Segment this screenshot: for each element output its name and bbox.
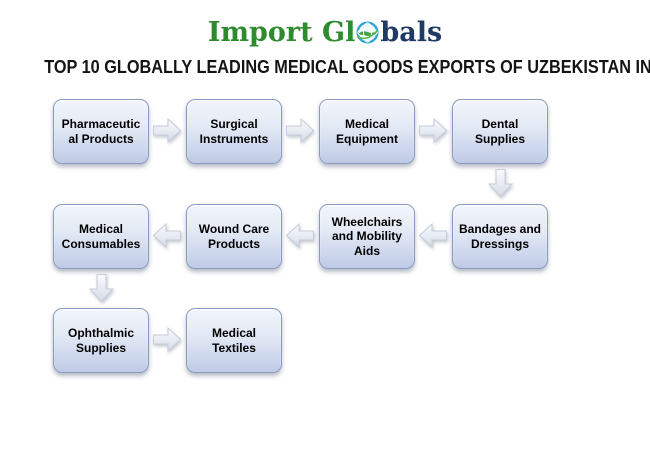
page-title-text: TOP 10 GLOBALLY LEADING MEDICAL GOODS EX… [44, 56, 650, 77]
flow-box-medical-consumables: Medical Consumables [53, 204, 149, 269]
page-title: TOP 10 GLOBALLY LEADING MEDICAL GOODS EX… [0, 56, 650, 78]
flow-box-medical-equipment: Medical Equipment [319, 99, 415, 164]
arrow-right-icon [285, 117, 315, 144]
flow-box-surgical-instruments: Surgical Instruments [186, 99, 282, 164]
logo: Import Gl bals [0, 17, 650, 49]
arrow-right-icon [152, 326, 182, 353]
arrow-down-icon [88, 273, 115, 303]
globe-icon [356, 20, 379, 44]
flow-box-bandages-and-dressings: Bandages and Dressings [452, 204, 548, 269]
logo-text-right: bals [380, 17, 443, 48]
arrow-left-icon [418, 222, 448, 249]
flow-box-pharmaceutical-products: Pharmaceutic al Products [53, 99, 149, 164]
arrow-right-icon [152, 117, 182, 144]
flow-box-dental-supplies: Dental Supplies [452, 99, 548, 164]
arrow-down-icon [487, 168, 514, 198]
logo-text-left: Import Gl [207, 17, 356, 48]
arrow-left-icon [285, 222, 315, 249]
arrow-left-icon [152, 222, 182, 249]
flow-box-medical-textiles: Medical Textiles [186, 308, 282, 373]
arrow-right-icon [418, 117, 448, 144]
flow-box-wound-care-products: Wound Care Products [186, 204, 282, 269]
flow-box-wheelchairs-mobility-aids: Wheelchairs and Mobility Aids [319, 204, 415, 269]
flow-box-ophthalmic-supplies: Ophthalmic Supplies [53, 308, 149, 373]
